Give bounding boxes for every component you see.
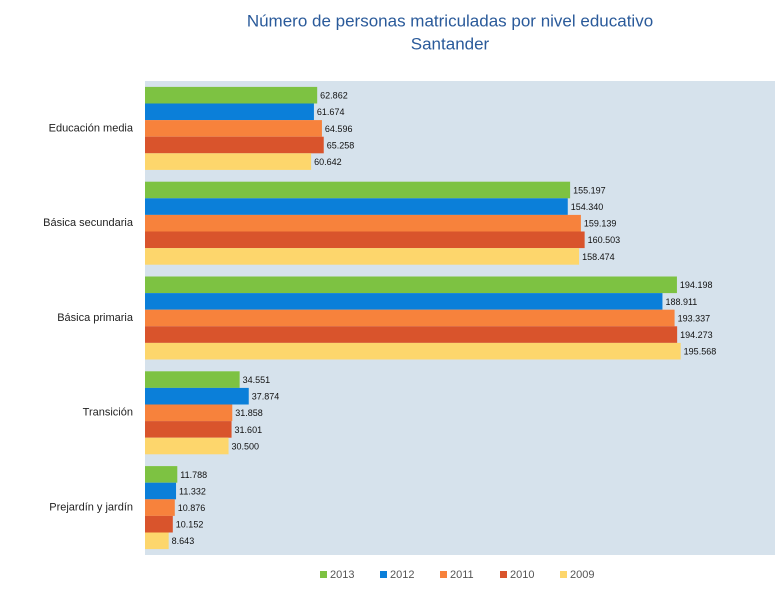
value-label: 194.198 xyxy=(680,280,713,290)
category-label: Transición xyxy=(83,407,133,419)
bar xyxy=(145,532,169,550)
bar xyxy=(145,153,312,170)
value-label: 31.858 xyxy=(235,408,263,418)
bar xyxy=(145,276,677,294)
value-label: 158.474 xyxy=(582,252,615,262)
value-label: 8.643 xyxy=(172,536,195,546)
category-label: Educación media xyxy=(49,122,134,134)
legend-label: 2011 xyxy=(450,569,474,581)
value-label: 10.876 xyxy=(178,503,206,513)
bar xyxy=(145,515,173,533)
value-label: 154.340 xyxy=(571,202,604,212)
bar xyxy=(145,181,571,199)
value-label: 195.568 xyxy=(684,347,717,357)
bar xyxy=(145,309,675,327)
bar xyxy=(145,231,585,249)
value-label: 34.551 xyxy=(243,375,271,385)
category-label: Básica primaria xyxy=(57,312,134,324)
value-label: 11.332 xyxy=(179,486,206,496)
bar xyxy=(145,466,178,483)
value-label: 60.642 xyxy=(314,157,342,167)
bar xyxy=(145,371,240,388)
bar xyxy=(145,404,233,422)
value-label: 193.337 xyxy=(678,313,711,323)
legend-label: 2010 xyxy=(510,569,534,581)
value-label: 62.862 xyxy=(320,91,348,101)
value-label: 31.601 xyxy=(235,425,263,435)
chart-title: Número de personas matriculadas por nive… xyxy=(247,11,653,30)
bar xyxy=(145,387,249,405)
bar xyxy=(145,326,678,343)
value-label: 37.874 xyxy=(252,392,280,402)
value-label: 11.788 xyxy=(180,470,207,480)
category-label: Prejardín y jardín xyxy=(49,502,133,514)
value-label: 188.911 xyxy=(665,297,697,307)
bar xyxy=(145,86,318,104)
value-label: 155.197 xyxy=(573,185,606,195)
bar xyxy=(145,482,177,500)
bar xyxy=(145,293,663,310)
bar xyxy=(145,214,581,232)
legend-label: 2013 xyxy=(330,569,354,581)
value-label: 65.258 xyxy=(327,140,355,150)
value-label: 61.674 xyxy=(317,107,345,117)
legend-label: 2009 xyxy=(570,569,594,581)
legend-swatch xyxy=(500,571,507,578)
bar xyxy=(145,499,175,516)
bar xyxy=(145,342,681,360)
value-label: 64.596 xyxy=(325,124,353,134)
legend-label: 2012 xyxy=(390,569,414,581)
bar xyxy=(145,437,229,455)
value-label: 10.152 xyxy=(176,520,204,530)
value-label: 159.139 xyxy=(584,219,617,229)
bar xyxy=(145,198,568,215)
bar xyxy=(145,248,580,265)
bar xyxy=(145,103,314,121)
bar xyxy=(145,136,324,154)
chart-subtitle: Santander xyxy=(411,34,490,53)
legend-swatch xyxy=(320,571,327,578)
value-label: 30.500 xyxy=(232,441,260,451)
legend-swatch xyxy=(440,571,447,578)
legend-swatch xyxy=(560,571,567,578)
legend-swatch xyxy=(380,571,387,578)
value-label: 160.503 xyxy=(588,235,621,245)
bar xyxy=(145,120,322,137)
bar xyxy=(145,421,232,438)
value-label: 194.273 xyxy=(680,330,713,340)
category-label: Básica secundaria xyxy=(43,217,134,229)
